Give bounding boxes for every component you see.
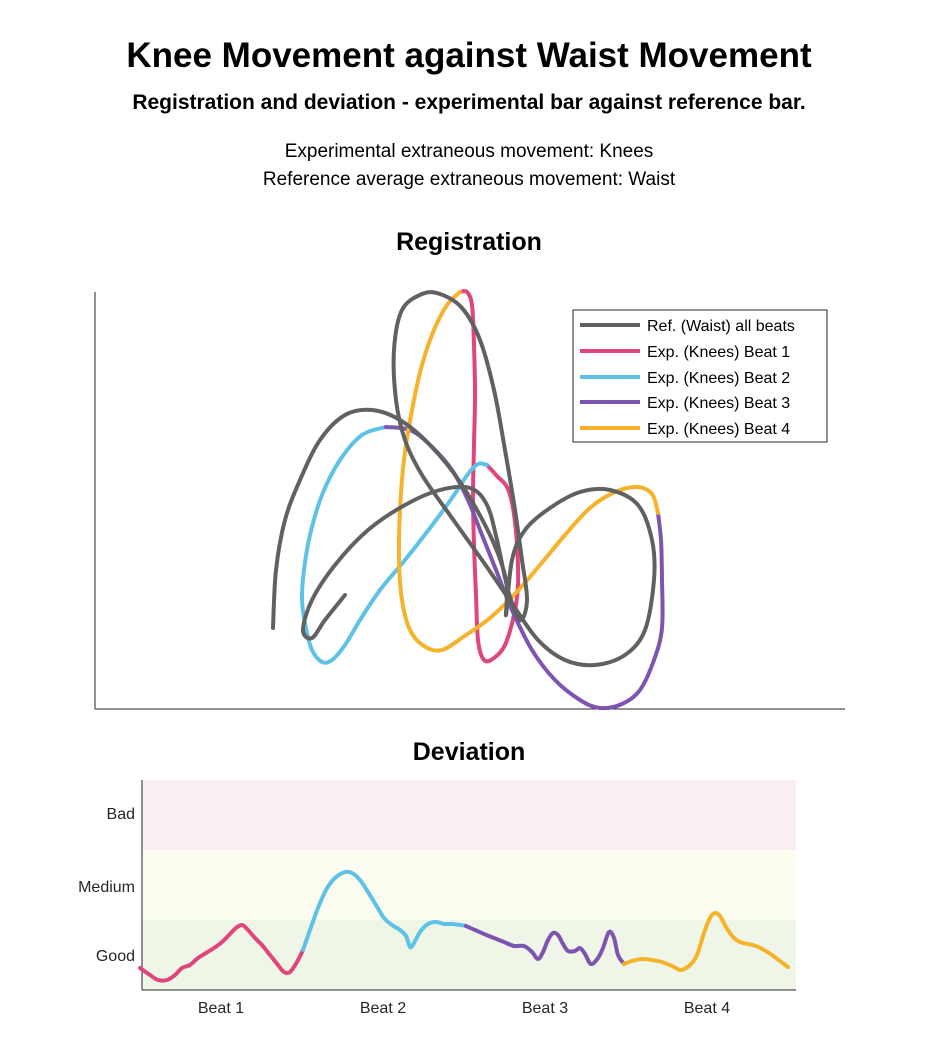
deviation-title: Deviation: [413, 738, 526, 766]
deviation-plot: Deviation Bad Medium Good Beat 1 Beat 2 …: [78, 738, 796, 1017]
main-title: Knee Movement against Waist Movement: [126, 36, 812, 75]
x-tick-beat-4: Beat 4: [684, 1000, 730, 1017]
registration-plot: Registration Ref. (Waist) all beats Exp.…: [94, 228, 845, 711]
x-tick-beat-3: Beat 3: [522, 1000, 568, 1017]
x-tick-beat-2: Beat 2: [360, 1000, 406, 1017]
y-tick-medium: Medium: [78, 879, 135, 896]
registration-title: Registration: [396, 228, 542, 256]
deviation-line-beat-1: [138, 922, 305, 983]
registration-line-exp-knees-beat-2: [299, 425, 489, 665]
bad-zone: [142, 780, 796, 850]
deviation-lines: [138, 869, 790, 983]
x-tick-beat-1: Beat 1: [198, 1000, 244, 1017]
y-tick-good: Good: [96, 948, 135, 965]
deviation-line-beat-4: [622, 910, 790, 972]
legend-label-beat4: Exp. (Knees) Beat 4: [647, 421, 790, 438]
reference-movement-info: Reference average extraneous movement: W…: [262, 169, 676, 190]
registration-line-exp-knees-beat-4: [396, 290, 660, 653]
sub-title: Registration and deviation - experimenta…: [132, 91, 806, 114]
registration-legend: Ref. (Waist) all beats Exp. (Knees) Beat…: [572, 309, 828, 443]
experimental-movement-info: Experimental extraneous movement: Knees: [284, 141, 654, 162]
medium-zone: [142, 850, 796, 920]
deviation-line-beat-3: [464, 924, 626, 967]
deviation-line-beat-2: [301, 869, 468, 952]
registration-lines: [271, 289, 665, 711]
y-tick-bad: Bad: [107, 806, 135, 823]
legend-label-beat1: Exp. (Knees) Beat 1: [647, 344, 790, 361]
registration-line-ref-waist-all-beats: [271, 290, 657, 668]
legend-label-beat2: Exp. (Knees) Beat 2: [647, 370, 790, 387]
legend-label-beat3: Exp. (Knees) Beat 3: [647, 395, 790, 412]
legend-label-reference: Ref. (Waist) all beats: [647, 318, 795, 335]
